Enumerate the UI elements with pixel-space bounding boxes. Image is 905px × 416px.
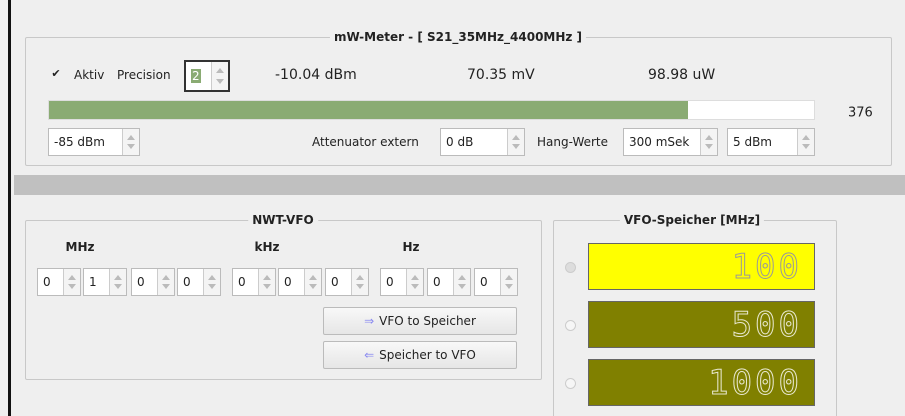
bar-value: 376: [848, 105, 873, 121]
memory-to-vfo-button[interactable]: ⇐ Speicher to VFO: [323, 341, 517, 369]
precision-label: Precision: [117, 68, 171, 82]
unit-label: kHz: [254, 240, 280, 254]
digit-spin[interactable]: 0: [131, 268, 175, 296]
precision-spin[interactable]: 2: [184, 60, 230, 92]
unit-label: MHz: [65, 240, 95, 254]
digit: 0: [183, 275, 191, 289]
button-label: VFO to Speicher: [379, 314, 476, 328]
precision-value: 2: [191, 69, 201, 83]
digit: 0: [43, 275, 51, 289]
digit: 0: [331, 275, 339, 289]
digit-spin[interactable]: 0: [278, 268, 322, 296]
memory-display[interactable]: 100: [588, 243, 815, 290]
hang-level-spin[interactable]: 5 dBm: [727, 128, 815, 156]
min-level-spin[interactable]: -85 dBm: [48, 128, 140, 156]
memory-title: VFO-Speicher [MHz]: [619, 213, 765, 227]
digit: 0: [284, 275, 292, 289]
dbm-reading: -10.04 dBm: [275, 67, 357, 83]
aktiv-label: Aktiv: [74, 68, 105, 82]
digit-spin[interactable]: 0: [37, 268, 81, 296]
level-bar: [48, 100, 815, 120]
button-label: Speicher to VFO: [379, 348, 476, 362]
digit-spin[interactable]: 0: [474, 268, 518, 296]
memory-radio[interactable]: [565, 378, 576, 389]
digit: 0: [238, 275, 246, 289]
digit-spin[interactable]: 0: [232, 268, 276, 296]
digit: 0: [137, 275, 145, 289]
digit: 0: [386, 275, 394, 289]
digit: 0: [480, 275, 488, 289]
digit-spin[interactable]: 1: [83, 268, 127, 296]
checkbox[interactable]: ✔: [51, 67, 61, 80]
hang-time-spin[interactable]: 300 mSek: [623, 128, 718, 156]
mv-reading: 70.35 mV: [467, 67, 535, 83]
memory-display[interactable]: 1000: [588, 359, 815, 406]
memory-radio[interactable]: [565, 262, 576, 273]
separator: [14, 175, 905, 195]
digit-spin[interactable]: 0: [177, 268, 221, 296]
uw-reading: 98.98 uW: [648, 67, 716, 83]
memory-radio[interactable]: [565, 320, 576, 331]
hang-level: 5 dBm: [733, 135, 772, 149]
memory-display[interactable]: 500: [588, 301, 815, 348]
digit-spin[interactable]: 0: [427, 268, 471, 296]
digit: 0: [433, 275, 441, 289]
hang-label: Hang-Werte: [537, 135, 609, 149]
vfo-to-memory-button[interactable]: ⇒ VFO to Speicher: [323, 307, 517, 335]
unit-label: Hz: [402, 240, 420, 254]
attenuator: 0 dB: [446, 135, 474, 149]
vfo-title: NWT-VFO: [248, 213, 318, 227]
min-level: -85 dBm: [54, 135, 105, 149]
digit: 1: [89, 275, 97, 289]
digit-spin[interactable]: 0: [325, 268, 369, 296]
attenuator-label: Attenuator extern: [312, 135, 419, 149]
border: [8, 0, 11, 416]
meter-title: mW-Meter - [ S21_35MHz_4400MHz ]: [329, 30, 587, 44]
attenuator-spin[interactable]: 0 dB: [440, 128, 525, 156]
hang-time: 300 mSek: [629, 135, 690, 149]
digit-spin[interactable]: 0: [380, 268, 424, 296]
